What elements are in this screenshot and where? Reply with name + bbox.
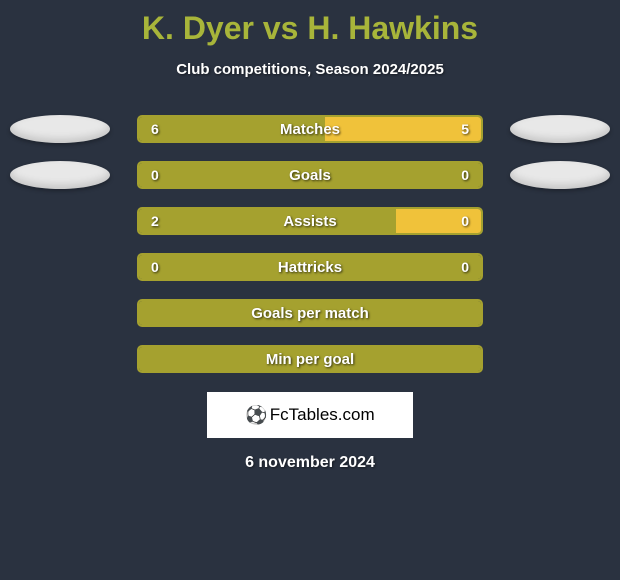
player-left-ellipse — [10, 115, 110, 143]
stat-row: Assists2 0 — [0, 198, 620, 244]
stat-value-left: 0 — [151, 255, 159, 279]
player-right-ellipse — [510, 115, 610, 143]
stat-bar: Matches6 5 — [137, 115, 483, 143]
stat-row: Min per goal — [0, 336, 620, 382]
stat-row: Hattricks0 0 — [0, 244, 620, 290]
player-left-ellipse — [10, 161, 110, 189]
stat-label: Min per goal — [139, 347, 481, 371]
stat-bar: Goals per match — [137, 299, 483, 327]
watermark-badge: ⚽ FcTables.com — [207, 392, 413, 438]
stat-label: Hattricks — [139, 255, 481, 279]
soccer-ball-icon: ⚽ — [245, 405, 267, 426]
stat-value-right: 0 — [461, 255, 469, 279]
chart-subtitle: Club competitions, Season 2024/2025 — [0, 61, 620, 78]
stat-label: Assists — [139, 209, 481, 233]
stat-value-left: 2 — [151, 209, 159, 233]
player-right-ellipse — [510, 161, 610, 189]
stat-row: Matches6 5 — [0, 106, 620, 152]
stat-label: Matches — [139, 117, 481, 141]
stat-label: Goals per match — [139, 301, 481, 325]
stat-row: Goals per match — [0, 290, 620, 336]
stat-bar: Assists2 0 — [137, 207, 483, 235]
stat-value-right: 0 — [461, 209, 469, 233]
stat-value-right: 0 — [461, 163, 469, 187]
stat-rows: Matches65Goals00Assists20Hattricks00Goal… — [0, 106, 620, 382]
stat-bar: Goals0 0 — [137, 161, 483, 189]
stat-label: Goals — [139, 163, 481, 187]
chart-title: K. Dyer vs H. Hawkins — [0, 0, 620, 47]
stat-value-left: 6 — [151, 117, 159, 141]
watermark-text: FcTables.com — [270, 405, 375, 425]
chart-date: 6 november 2024 — [0, 454, 620, 472]
chart-container: K. Dyer vs H. Hawkins Club competitions,… — [0, 0, 620, 580]
stat-bar: Min per goal — [137, 345, 483, 373]
stat-value-left: 0 — [151, 163, 159, 187]
stat-row: Goals0 0 — [0, 152, 620, 198]
stat-value-right: 5 — [461, 117, 469, 141]
stat-bar: Hattricks0 0 — [137, 253, 483, 281]
